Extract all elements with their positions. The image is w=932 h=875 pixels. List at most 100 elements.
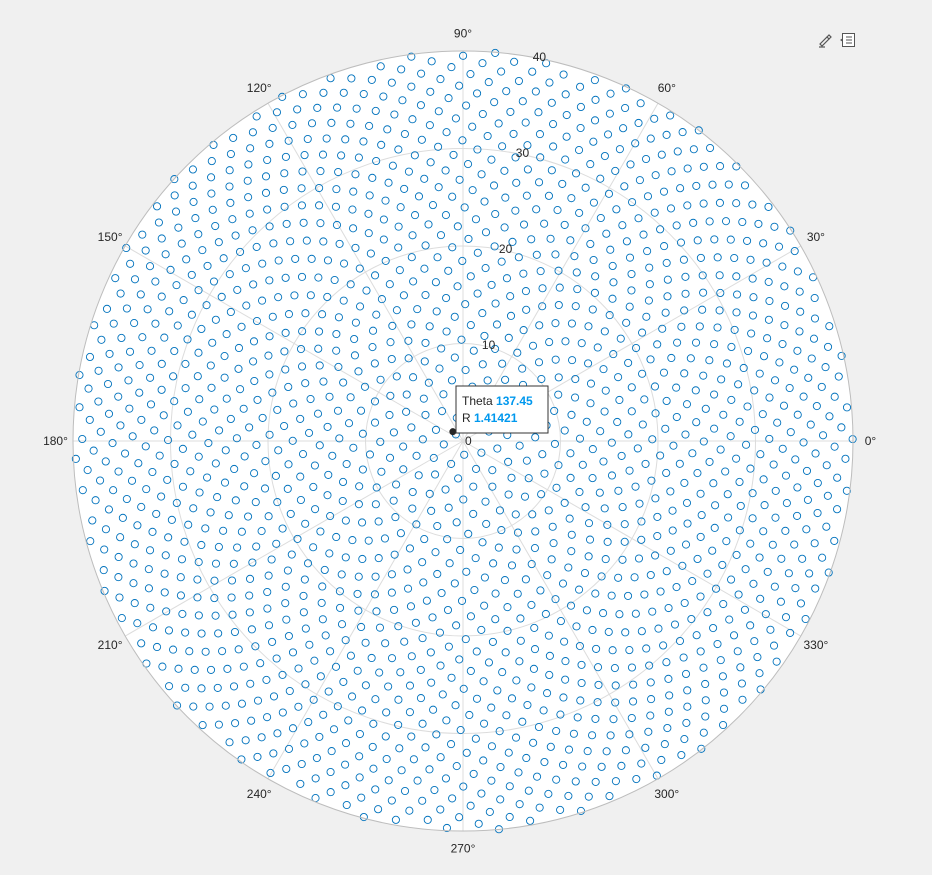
scatter-point[interactable]: [298, 167, 307, 176]
scatter-point[interactable]: [335, 434, 344, 443]
scatter-point[interactable]: [273, 729, 282, 738]
scatter-point[interactable]: [456, 726, 465, 735]
scatter-point[interactable]: [285, 686, 294, 696]
scatter-point[interactable]: [206, 361, 215, 370]
scatter-point[interactable]: [157, 359, 166, 368]
scatter-point[interactable]: [414, 192, 424, 201]
scatter-point[interactable]: [207, 189, 216, 198]
scatter-point[interactable]: [538, 284, 547, 293]
scatter-point[interactable]: [371, 785, 380, 794]
scatter-point[interactable]: [210, 405, 219, 414]
scatter-point[interactable]: [664, 707, 673, 716]
scatter-point[interactable]: [721, 217, 731, 226]
scatter-point[interactable]: [220, 478, 230, 487]
scatter-point[interactable]: [463, 160, 473, 169]
scatter-point[interactable]: [560, 637, 569, 646]
scatter-point[interactable]: [547, 166, 556, 175]
scatter-point[interactable]: [451, 701, 460, 710]
scatter-point[interactable]: [228, 610, 237, 619]
scatter-point[interactable]: [543, 571, 552, 580]
scatter-point[interactable]: [822, 461, 831, 470]
scatter-point[interactable]: [444, 642, 453, 651]
scatter-point[interactable]: [298, 327, 307, 336]
scatter-point[interactable]: [569, 729, 578, 738]
scatter-point[interactable]: [562, 132, 571, 141]
scatter-point[interactable]: [116, 533, 125, 542]
scatter-point[interactable]: [407, 253, 416, 262]
scatter-point[interactable]: [409, 755, 418, 764]
scatter-point[interactable]: [627, 407, 636, 416]
scatter-point[interactable]: [390, 550, 399, 559]
scatter-point[interactable]: [650, 114, 659, 123]
scatter-point[interactable]: [770, 376, 780, 385]
scatter-point[interactable]: [756, 594, 765, 603]
scatter-point[interactable]: [427, 57, 436, 66]
scatter-point[interactable]: [245, 209, 254, 218]
scatter-point[interactable]: [444, 266, 453, 275]
scatter-point[interactable]: [719, 410, 728, 419]
scatter-point[interactable]: [114, 552, 123, 562]
scatter-point[interactable]: [531, 527, 540, 536]
scatter-point[interactable]: [376, 375, 385, 384]
scatter-point[interactable]: [760, 501, 769, 510]
scatter-point[interactable]: [299, 608, 308, 617]
scatter-point[interactable]: [588, 625, 597, 635]
scatter-point[interactable]: [769, 460, 778, 469]
scatter-point[interactable]: [466, 272, 475, 281]
scatter-point[interactable]: [383, 125, 392, 134]
scatter-point[interactable]: [594, 680, 603, 689]
scatter-point[interactable]: [178, 444, 187, 453]
scatter-point[interactable]: [408, 115, 417, 124]
scatter-point[interactable]: [520, 492, 530, 501]
scatter-point[interactable]: [733, 290, 742, 299]
scatter-point[interactable]: [550, 406, 559, 415]
scatter-point[interactable]: [516, 614, 525, 623]
scatter-point[interactable]: [696, 592, 705, 601]
scatter-point[interactable]: [348, 692, 357, 701]
scatter-point[interactable]: [612, 205, 621, 214]
scatter-point[interactable]: [284, 744, 294, 753]
scatter-point[interactable]: [488, 482, 497, 491]
scatter-point[interactable]: [508, 237, 517, 246]
scatter-point[interactable]: [608, 646, 617, 655]
scatter-point[interactable]: [683, 519, 692, 528]
scatter-point[interactable]: [436, 75, 445, 84]
scatter-point[interactable]: [436, 805, 445, 814]
scatter-point[interactable]: [227, 593, 236, 602]
scatter-point[interactable]: [473, 248, 482, 257]
scatter-point[interactable]: [650, 208, 659, 217]
scatter-point[interactable]: [309, 695, 318, 704]
scatter-point[interactable]: [805, 569, 814, 578]
scatter-point[interactable]: [537, 490, 546, 499]
scatter-point[interactable]: [369, 719, 378, 728]
scatter-point[interactable]: [773, 418, 782, 427]
scatter-point[interactable]: [775, 242, 784, 251]
scatter-point[interactable]: [536, 586, 545, 595]
scatter-point[interactable]: [145, 546, 155, 555]
scatter-point[interactable]: [442, 327, 451, 336]
scatter-point[interactable]: [554, 373, 563, 382]
scatter-point[interactable]: [263, 155, 272, 165]
scatter-point[interactable]: [211, 559, 221, 568]
scatter-point[interactable]: [593, 343, 602, 352]
scatter-point[interactable]: [234, 645, 243, 654]
scatter-point[interactable]: [483, 376, 492, 385]
scatter-point[interactable]: [137, 639, 146, 648]
scatter-point[interactable]: [591, 777, 600, 786]
scatter-point[interactable]: [300, 151, 309, 160]
scatter-point[interactable]: [662, 567, 671, 576]
scatter-point[interactable]: [458, 256, 467, 266]
scatter-point[interactable]: [453, 282, 462, 291]
scatter-point[interactable]: [487, 776, 496, 785]
scatter-point[interactable]: [646, 571, 655, 580]
scatter-point[interactable]: [83, 466, 92, 475]
scatter-point[interactable]: [405, 708, 414, 717]
scatter-point[interactable]: [421, 290, 430, 300]
scatter-point[interactable]: [100, 545, 109, 554]
scatter-point[interactable]: [530, 623, 539, 632]
scatter-point[interactable]: [78, 486, 87, 495]
scatter-point[interactable]: [432, 730, 441, 739]
scatter-point[interactable]: [404, 584, 413, 593]
scatter-point[interactable]: [138, 333, 147, 342]
scatter-point[interactable]: [189, 197, 198, 206]
